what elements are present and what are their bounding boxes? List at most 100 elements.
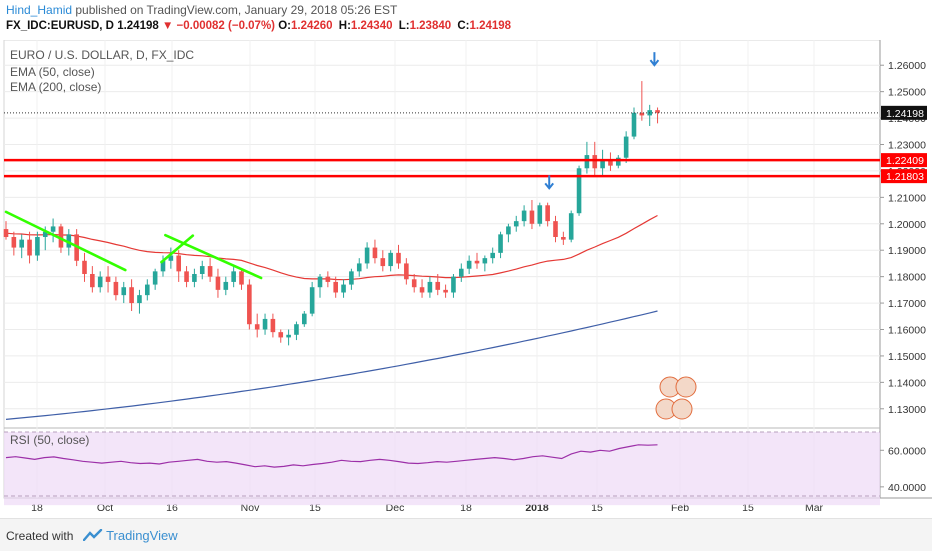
open-label: O: xyxy=(278,20,291,32)
candle-body xyxy=(396,252,401,264)
time-tick-label: 16 xyxy=(166,502,178,514)
flag-badge-icon xyxy=(675,376,697,398)
candle-body xyxy=(270,318,276,333)
rsi-line xyxy=(5,444,658,468)
last-price-tag-text: 1.24198 xyxy=(886,108,924,120)
level-tag-text: 1.22409 xyxy=(886,155,924,167)
level-tag xyxy=(881,169,927,184)
legend-ema200: EMA (200, close) xyxy=(10,80,101,94)
tradingview-brand[interactable]: TradingView xyxy=(106,528,178,543)
candle-body xyxy=(215,276,221,290)
candle-body xyxy=(451,276,456,293)
tradingview-logo-icon[interactable] xyxy=(82,529,103,544)
candle-body xyxy=(223,281,229,290)
candle-body xyxy=(529,210,535,224)
candle-body xyxy=(388,252,393,267)
candle-body xyxy=(545,205,550,222)
candle-body xyxy=(152,271,158,285)
price-tick-label: 1.15000 xyxy=(888,351,926,363)
candle-body xyxy=(482,258,488,264)
candle-body xyxy=(247,284,252,325)
footer-bar: Created with TradingView xyxy=(0,518,932,551)
candle-body xyxy=(254,324,260,330)
level-tag-text: 1.21803 xyxy=(886,171,924,183)
candle-body xyxy=(608,160,613,166)
created-with: Created with TradingView xyxy=(6,528,178,544)
close-value: 1.24198 xyxy=(469,20,512,32)
price-tick-label: 1.26000 xyxy=(888,60,926,72)
level-tag xyxy=(881,153,927,168)
candle-body xyxy=(498,234,503,253)
candle-body xyxy=(160,260,166,272)
candle-body xyxy=(294,324,299,335)
last-price: 1.24198 xyxy=(117,20,159,32)
candle-body xyxy=(42,231,48,237)
chart-area[interactable]: 1.260001.250001.240001.230001.220001.210… xyxy=(0,39,932,518)
candle-body xyxy=(333,281,338,293)
price-tick-label: 1.19000 xyxy=(888,245,926,257)
candle-body xyxy=(356,263,362,272)
candle-body xyxy=(66,234,72,248)
time-tick-label: 18 xyxy=(460,502,472,514)
high-value: 1.24340 xyxy=(350,20,393,32)
candle-body xyxy=(568,213,574,240)
trend-line xyxy=(164,233,263,280)
candle-body xyxy=(506,226,511,235)
price-chart-svg[interactable]: 1.260001.250001.240001.230001.220001.210… xyxy=(0,39,932,518)
candle-body xyxy=(262,318,268,330)
candle-body xyxy=(380,258,386,267)
candle-body xyxy=(427,281,433,293)
candle-body xyxy=(137,295,142,304)
candle-body xyxy=(97,276,103,288)
price-tick-label: 1.18000 xyxy=(888,272,926,284)
candle-body xyxy=(19,239,24,248)
candle-body xyxy=(372,247,378,259)
candle-body xyxy=(82,260,87,274)
candle-body xyxy=(631,112,637,137)
price-tick-label: 1.14000 xyxy=(888,377,926,389)
candle-body xyxy=(50,226,56,232)
candle-body xyxy=(639,112,645,116)
candle-body xyxy=(623,136,629,158)
candle-body xyxy=(11,237,17,248)
candle-body xyxy=(278,332,284,338)
candle-body xyxy=(192,274,197,282)
price-change: ▼ −0.00082 (−0.07%) xyxy=(161,20,276,32)
candle-body xyxy=(302,313,307,325)
candle-body xyxy=(561,237,566,240)
candle-body xyxy=(459,268,464,277)
low-label: L: xyxy=(398,20,410,32)
symbol-label: FX_IDC:EURUSD, D xyxy=(6,20,114,32)
candle-body xyxy=(199,266,205,274)
trend-line xyxy=(4,210,127,272)
price-tick-label: 1.17000 xyxy=(888,298,926,310)
candle-body xyxy=(553,221,558,237)
candle-body xyxy=(584,155,590,169)
close-label: C: xyxy=(457,20,470,32)
price-tick-label: 1.21000 xyxy=(888,192,926,204)
plot-frame xyxy=(3,39,881,499)
candle-body xyxy=(600,160,605,169)
low-value: 1.23840 xyxy=(409,20,452,32)
candle-body xyxy=(364,247,370,264)
rsi-band xyxy=(4,432,880,506)
candle-body xyxy=(537,205,543,224)
price-tick-label: 1.23000 xyxy=(888,140,926,152)
candle-body xyxy=(207,266,213,277)
symbol-ohlc-line: FX_IDC:EURUSD, D 1.24198 ▼ −0.00082 (−0.… xyxy=(6,20,514,32)
candle-body xyxy=(317,276,323,288)
author-link[interactable]: Hind_Hamid xyxy=(6,3,73,17)
candle-body xyxy=(325,276,331,282)
published-line: Hind_Hamid published on TradingView.com,… xyxy=(6,3,397,17)
candle-body xyxy=(513,221,519,227)
ema200-line xyxy=(5,310,658,420)
candle-body xyxy=(105,276,111,282)
candle-body xyxy=(145,284,150,296)
rsi-legend: RSI (50, close) xyxy=(10,433,89,447)
candle-body xyxy=(129,287,134,304)
candle-body xyxy=(349,271,354,285)
candle-body xyxy=(27,239,32,256)
candle-body xyxy=(419,287,425,293)
ema50-line xyxy=(5,214,658,281)
candle-body xyxy=(474,260,480,264)
